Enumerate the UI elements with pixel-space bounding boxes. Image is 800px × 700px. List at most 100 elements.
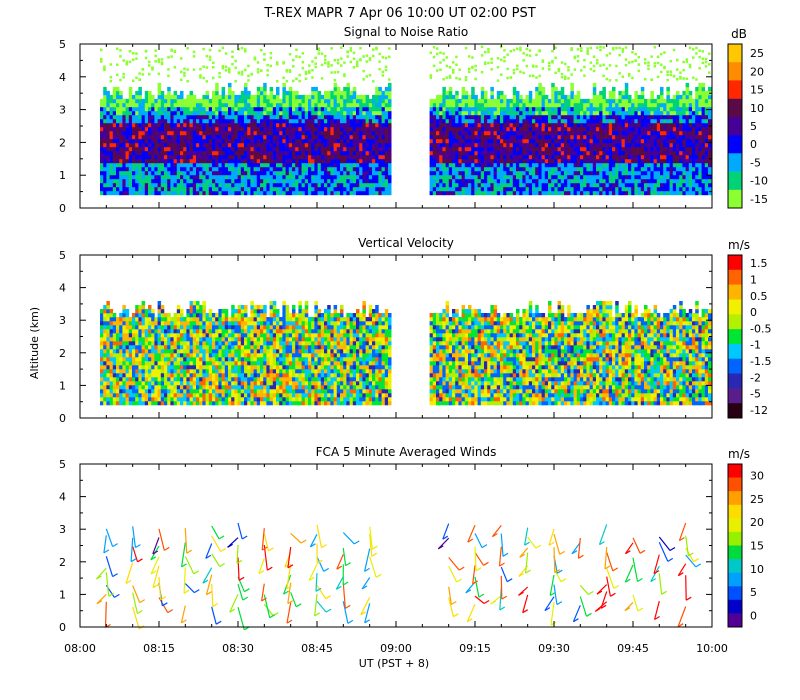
heatmap-cell — [429, 190, 434, 196]
heatmap-cell — [640, 118, 645, 124]
heatmap-cell — [272, 94, 277, 100]
heatmap-speck — [218, 72, 221, 75]
heatmap-cell — [554, 190, 558, 196]
heatmap-speck — [154, 54, 157, 58]
heatmap-cell — [256, 98, 261, 104]
heatmap-speck — [148, 72, 151, 76]
heatmap-cell — [199, 182, 203, 188]
heatmap-cell — [522, 170, 526, 176]
heatmap-cell — [506, 154, 510, 160]
heatmap-cell — [144, 166, 149, 172]
heatmap-cell — [612, 174, 616, 180]
heatmap-cell — [343, 142, 347, 148]
heatmap-cell — [666, 134, 670, 140]
heatmap-cell — [260, 182, 264, 188]
heatmap-cell — [519, 110, 523, 116]
heatmap-cell — [109, 158, 114, 164]
heatmap-cell — [228, 118, 232, 124]
heatmap-cell — [660, 150, 664, 156]
heatmap-cell — [496, 110, 501, 116]
heatmap-cell — [192, 126, 197, 132]
heatmap-cell — [269, 102, 274, 108]
heatmap-cell — [375, 166, 379, 172]
heatmap-cell — [106, 178, 110, 184]
heatmap-cell — [381, 178, 386, 184]
heatmap-cell — [170, 94, 174, 100]
heatmap-cell — [618, 94, 622, 100]
heatmap-cell — [176, 114, 181, 120]
heatmap-cell — [304, 178, 309, 184]
heatmap-cell — [311, 102, 315, 108]
heatmap-cell — [493, 158, 498, 164]
heatmap-cell — [560, 110, 565, 116]
heatmap-cell — [292, 142, 296, 148]
heatmap-speck — [340, 64, 343, 67]
heatmap-cell — [640, 138, 645, 144]
heatmap-cell — [692, 166, 696, 172]
heatmap-cell — [695, 130, 699, 136]
heatmap-speck — [103, 68, 106, 72]
heatmap-cell — [173, 170, 178, 176]
heatmap-speck — [154, 60, 157, 63]
heatmap-speck — [628, 61, 631, 64]
heatmap-cell — [256, 106, 261, 112]
heatmap-speck — [205, 54, 209, 58]
heatmap-cell — [141, 182, 146, 188]
heatmap-cell — [132, 142, 136, 148]
heatmap-cell — [480, 138, 485, 144]
heatmap-cell — [349, 186, 354, 192]
heatmap-cell — [109, 126, 114, 132]
heatmap-speck — [487, 50, 490, 54]
heatmap-speck — [660, 52, 663, 56]
heatmap-cell — [660, 166, 664, 172]
heatmap-cell — [116, 158, 120, 164]
heatmap-speck — [516, 67, 519, 71]
heatmap-speck — [308, 69, 311, 73]
heatmap-cell — [557, 98, 562, 104]
heatmap-cell — [669, 142, 674, 148]
heatmap-cell — [176, 94, 181, 100]
heatmap-cell — [560, 94, 565, 100]
heatmap-cell — [154, 166, 158, 172]
heatmap-cell — [340, 130, 344, 136]
heatmap-speck — [292, 58, 295, 62]
heatmap-cell — [170, 186, 174, 192]
heatmap-cell — [573, 170, 578, 176]
heatmap-cell — [631, 154, 635, 160]
heatmap-speck — [359, 46, 362, 50]
heatmap-speck — [548, 64, 551, 68]
heatmap-speck — [122, 72, 125, 76]
heatmap-cell — [253, 182, 258, 188]
heatmap-speck — [519, 46, 522, 49]
heatmap-cell — [666, 126, 670, 132]
heatmap-speck — [663, 51, 666, 54]
heatmap-cell — [442, 94, 446, 100]
heatmap-cell — [516, 118, 520, 124]
heatmap-cell — [381, 166, 386, 172]
heatmap-cell — [103, 86, 107, 92]
heatmap-cell — [522, 130, 526, 136]
heatmap-cell — [183, 174, 187, 180]
heatmap-cell — [471, 110, 475, 116]
heatmap-cell — [100, 122, 104, 128]
heatmap-cell — [343, 150, 347, 156]
heatmap-cell — [352, 86, 357, 92]
heatmap-cell — [650, 130, 654, 136]
heatmap-cell — [388, 90, 392, 96]
heatmap-cell — [125, 98, 130, 104]
heatmap-speck — [205, 80, 209, 83]
heatmap-cell — [676, 102, 680, 108]
heatmap-cell — [330, 130, 334, 136]
heatmap-cell — [660, 102, 664, 108]
heatmap-cell — [295, 114, 299, 120]
heatmap-cell — [180, 170, 184, 176]
heatmap-cell — [304, 146, 309, 152]
heatmap-cell — [500, 178, 504, 184]
heatmap-cell — [365, 186, 370, 192]
heatmap-cell — [384, 126, 389, 132]
heatmap-speck — [695, 52, 698, 55]
heatmap-cell — [308, 178, 312, 184]
heatmap-cell — [583, 186, 587, 192]
heatmap-cell — [656, 178, 661, 184]
heatmap-cell — [170, 126, 174, 132]
